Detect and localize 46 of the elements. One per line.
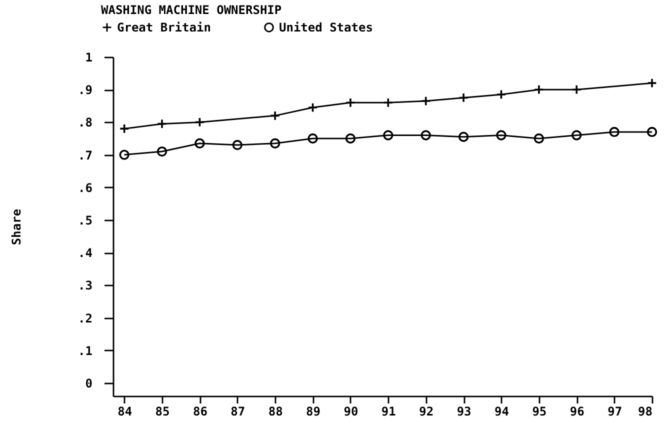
x-tick-label: 88 — [268, 404, 283, 418]
point — [458, 132, 469, 142]
legend-label: Great Britain — [117, 20, 211, 34]
x-tick-label: 86 — [192, 404, 208, 418]
point — [609, 126, 620, 138]
y-tick-label: .5 — [78, 213, 92, 228]
y-tick-label: .9 — [78, 83, 92, 98]
x-tick-label: 96 — [570, 404, 584, 418]
point — [119, 150, 130, 160]
y-tick-label: .1 — [78, 344, 92, 358]
y-tick-label: .4 — [78, 246, 92, 260]
point — [156, 146, 168, 157]
y-tick-label: .3 — [78, 278, 92, 293]
x-tick-label: 92 — [419, 404, 434, 418]
point — [534, 133, 544, 144]
point — [308, 133, 318, 144]
y-tick-label: .6 — [78, 180, 92, 195]
legend-label: United States — [279, 20, 373, 34]
point — [383, 130, 394, 140]
point — [496, 130, 506, 140]
x-tick-label: 87 — [230, 404, 246, 418]
x-tick-label: 97 — [608, 404, 622, 418]
x-tick-label: 85 — [155, 404, 170, 418]
y-tick-label: .7 — [78, 148, 92, 162]
x-tick-label: 84 — [118, 404, 132, 418]
y-tick-label: 0 — [85, 376, 92, 390]
y-tick-label: .2 — [78, 311, 92, 326]
y-tick-label: .8 — [78, 116, 92, 130]
y-axis-title: Share — [10, 208, 24, 246]
point — [232, 140, 242, 150]
point — [420, 130, 431, 140]
point — [270, 138, 280, 148]
x-tick-label: 90 — [344, 404, 358, 418]
x-tick-label: 89 — [306, 404, 320, 418]
chart-title: WASHING MACHINE OWNERSHIP — [101, 3, 282, 17]
point — [345, 133, 356, 144]
point — [194, 138, 205, 148]
y-tick-label: 1 — [85, 50, 92, 64]
x-tick-label: 93 — [456, 404, 472, 418]
x-tick-label: 91 — [381, 404, 396, 418]
x-tick-label: 94 — [494, 404, 509, 418]
point — [119, 124, 130, 134]
x-tick-label: 95 — [532, 404, 547, 418]
point — [572, 130, 582, 140]
x-tick-label: 98 — [638, 404, 652, 418]
point — [646, 126, 658, 138]
